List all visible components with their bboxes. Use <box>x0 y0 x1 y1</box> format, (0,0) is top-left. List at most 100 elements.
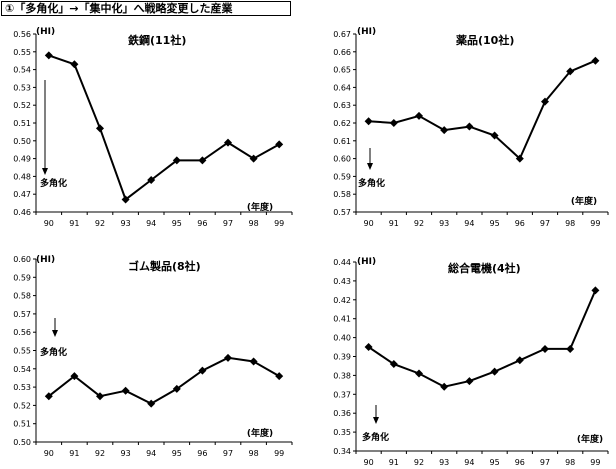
annotation-arrowhead <box>52 330 58 337</box>
y-tick-label: 0.54 <box>13 66 31 75</box>
data-point <box>541 344 549 353</box>
y-tick-label: 0.44 <box>333 258 351 267</box>
data-point <box>121 386 130 395</box>
y-tick-label: 0.63 <box>333 101 351 110</box>
data-point <box>440 382 449 391</box>
y-tick-label: 0.48 <box>13 172 31 181</box>
x-tick-label: 96 <box>197 449 207 458</box>
x-tick-label: 90 <box>364 219 374 228</box>
x-tick-label: 98 <box>249 219 259 228</box>
x-tick-label: 92 <box>414 458 424 467</box>
y-tick-label: 0.52 <box>13 401 31 410</box>
x-tick-label: 90 <box>44 219 54 228</box>
data-point <box>515 356 524 365</box>
y-tick-label: 0.60 <box>13 255 31 264</box>
data-point <box>249 154 258 163</box>
y-axis-label: (HI) <box>36 255 55 265</box>
y-tick-label: 0.49 <box>13 155 31 164</box>
data-point <box>172 156 181 165</box>
x-tick-label: 91 <box>389 458 399 467</box>
y-tick-label: 0.59 <box>13 273 31 282</box>
data-point <box>224 353 232 362</box>
x-tick-label: 93 <box>121 219 131 228</box>
data-point <box>70 372 79 381</box>
data-point <box>364 117 373 126</box>
y-tick-label: 0.51 <box>13 420 31 429</box>
data-point <box>566 67 575 76</box>
x-tick-label: 93 <box>439 458 449 467</box>
y-tick-label: 0.41 <box>333 315 351 324</box>
y-tick-label: 0.67 <box>333 30 351 39</box>
x-tick-label: 99 <box>590 458 600 467</box>
y-tick-label: 0.43 <box>333 277 351 286</box>
chart-3: 0.50 0.51 0.52 0.53 0.54 0.55 0.56 0.57 0.58 0.59… <box>13 255 293 458</box>
data-point <box>415 369 423 378</box>
x-tick-label: 95 <box>172 219 182 228</box>
data-point <box>249 357 258 366</box>
data-point <box>490 367 499 376</box>
chart-title: ゴム製品(8社) <box>128 259 201 273</box>
y-tick-label: 0.58 <box>333 190 351 199</box>
x-tick-label: 98 <box>565 219 575 228</box>
series-line <box>48 356 280 405</box>
y-tick-label: 0.47 <box>13 190 31 199</box>
y-tick-label: 0.62 <box>333 119 351 128</box>
data-point <box>96 392 104 401</box>
y-tick-label: 0.66 <box>333 48 351 57</box>
y-tick-label: 0.55 <box>13 347 31 356</box>
x-tick-label: 94 <box>146 449 156 458</box>
y-axis-label: (HI) <box>357 27 376 37</box>
x-tick-label: 95 <box>172 449 182 458</box>
chart-title: 鉄鋼(11社) <box>128 33 186 47</box>
x-axis-label: (年度) <box>247 201 273 213</box>
chart-4: 0.34 0.35 0.36 0.37 0.38 0.39 0.40 0.41 0.42 0.43… <box>333 257 609 467</box>
x-tick-label: 90 <box>364 458 374 467</box>
data-point <box>147 175 156 184</box>
x-tick-label: 98 <box>249 449 259 458</box>
data-point <box>389 119 398 127</box>
y-tick-label: 0.34 <box>333 447 351 456</box>
data-point <box>566 344 575 353</box>
x-tick-label: 97 <box>223 449 233 458</box>
data-point <box>70 60 79 69</box>
x-tick-label: 96 <box>515 219 525 228</box>
y-tick-label: 0.50 <box>13 438 31 447</box>
data-point <box>364 343 373 352</box>
data-point <box>591 286 600 295</box>
y-tick-label: 0.61 <box>333 137 351 146</box>
x-tick-label: 92 <box>95 219 105 228</box>
series-line <box>368 290 597 388</box>
x-tick-label: 95 <box>490 458 500 467</box>
x-tick-label: 94 <box>146 219 156 228</box>
y-tick-label: 0.36 <box>333 409 351 418</box>
x-tick-label: 91 <box>389 219 399 228</box>
data-point <box>389 360 398 369</box>
series-line <box>368 59 596 161</box>
x-tick-label: 99 <box>274 449 284 458</box>
y-tick-label: 0.35 <box>333 428 351 437</box>
y-tick-label: 0.60 <box>333 155 351 164</box>
y-tick-label: 0.46 <box>13 208 31 217</box>
annotation-label: 多角化 <box>358 177 385 189</box>
y-tick-label: 0.51 <box>13 119 31 128</box>
y-tick-label: 0.56 <box>13 30 31 39</box>
header-box: ①「多角化」→「集中化」へ戦略変更した産業 <box>1 1 291 16</box>
x-tick-label: 91 <box>69 449 79 458</box>
data-point <box>591 56 600 65</box>
y-axis-label: (HI) <box>36 27 55 37</box>
annotation-arrowhead <box>373 417 379 424</box>
y-tick-label: 0.58 <box>13 292 31 301</box>
x-tick-label: 90 <box>44 449 54 458</box>
chart-title: 総合電機(4社) <box>448 261 521 275</box>
y-axis-label: (HI) <box>357 257 376 267</box>
x-tick-label: 97 <box>223 219 233 228</box>
annotation-label: 多角化 <box>40 346 67 358</box>
data-point <box>172 384 181 393</box>
x-tick-label: 97 <box>540 219 550 228</box>
data-point <box>224 138 232 147</box>
series-line <box>48 54 280 202</box>
x-axis-label: (年度) <box>577 433 603 445</box>
chart-title: 薬品(10社) <box>456 33 514 47</box>
data-point <box>541 97 549 106</box>
y-tick-label: 0.52 <box>13 101 31 110</box>
